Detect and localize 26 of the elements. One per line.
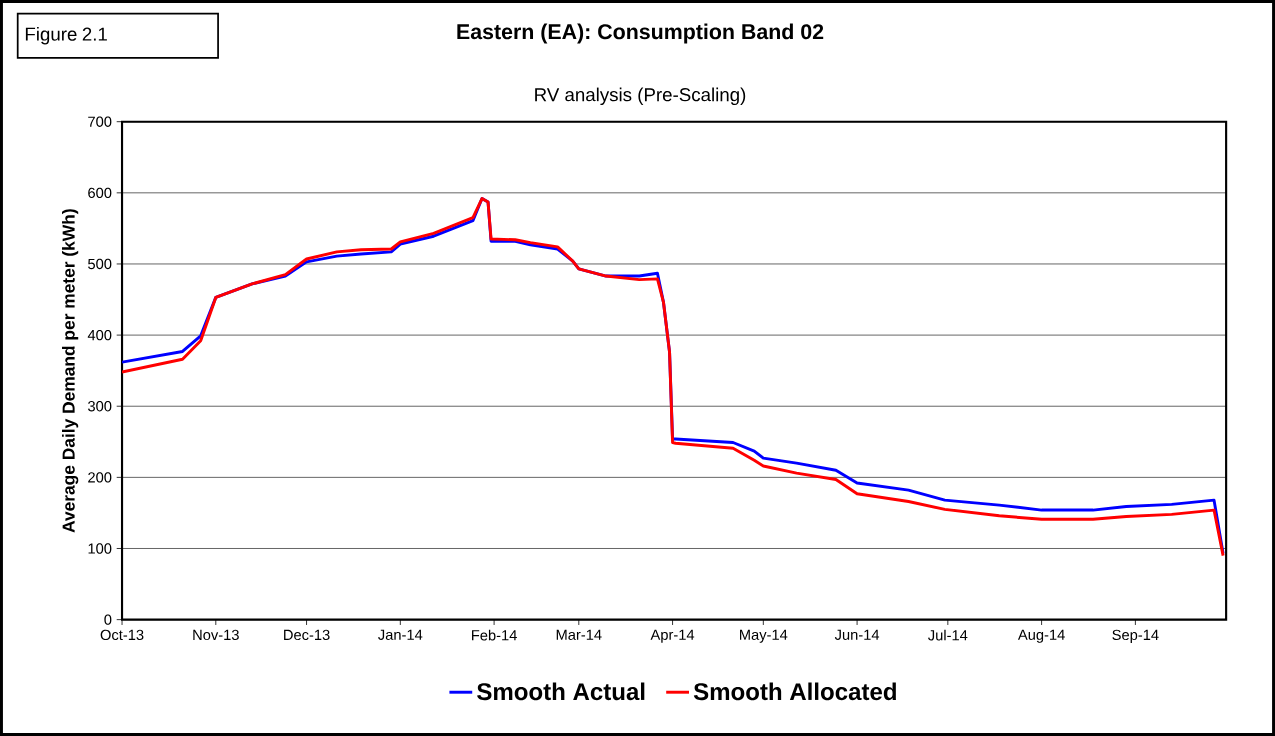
y-tick-label: 100 xyxy=(88,543,112,554)
x-tick-label: Jan-14 xyxy=(378,629,423,640)
y-tick-label: 600 xyxy=(88,187,112,199)
y-tick-label: 500 xyxy=(88,258,112,270)
y-tick-label: 200 xyxy=(88,472,112,483)
x-tick-label: Feb-14 xyxy=(472,629,517,641)
x-tick-label: Jun-14 xyxy=(834,629,880,640)
x-tick-label: Nov-13 xyxy=(193,629,239,641)
x-tick-label: May-14 xyxy=(740,629,788,643)
y-axis-title: Average Daily Demand per meter (kWh) xyxy=(62,209,79,533)
x-tick-label: Dec-13 xyxy=(284,629,330,641)
y-tick-label: 700 xyxy=(88,116,112,127)
y-tick-label: 400 xyxy=(87,329,112,341)
legend-label: Smooth Allocated xyxy=(693,682,896,701)
y-tick-label: 300 xyxy=(88,401,112,412)
chart-subtitle: RV analysis (Pre-Scaling) xyxy=(535,87,746,106)
chart-title: Eastern (EA): Consumption Band 02 xyxy=(457,23,824,44)
x-tick-label: Mar-14 xyxy=(556,629,602,640)
x-tick-label: Sep-14 xyxy=(1112,629,1159,643)
caption: Figure 2.1 xyxy=(25,27,107,45)
y-tick-label: 0 xyxy=(104,614,112,625)
x-tick-label: Apr-14 xyxy=(650,629,695,643)
legend-label: Smooth Actual xyxy=(477,682,645,701)
x-tick-label: Oct-13 xyxy=(100,629,144,641)
x-tick-label: Aug-14 xyxy=(1017,629,1065,643)
x-tick-label: Jul-14 xyxy=(928,629,968,641)
